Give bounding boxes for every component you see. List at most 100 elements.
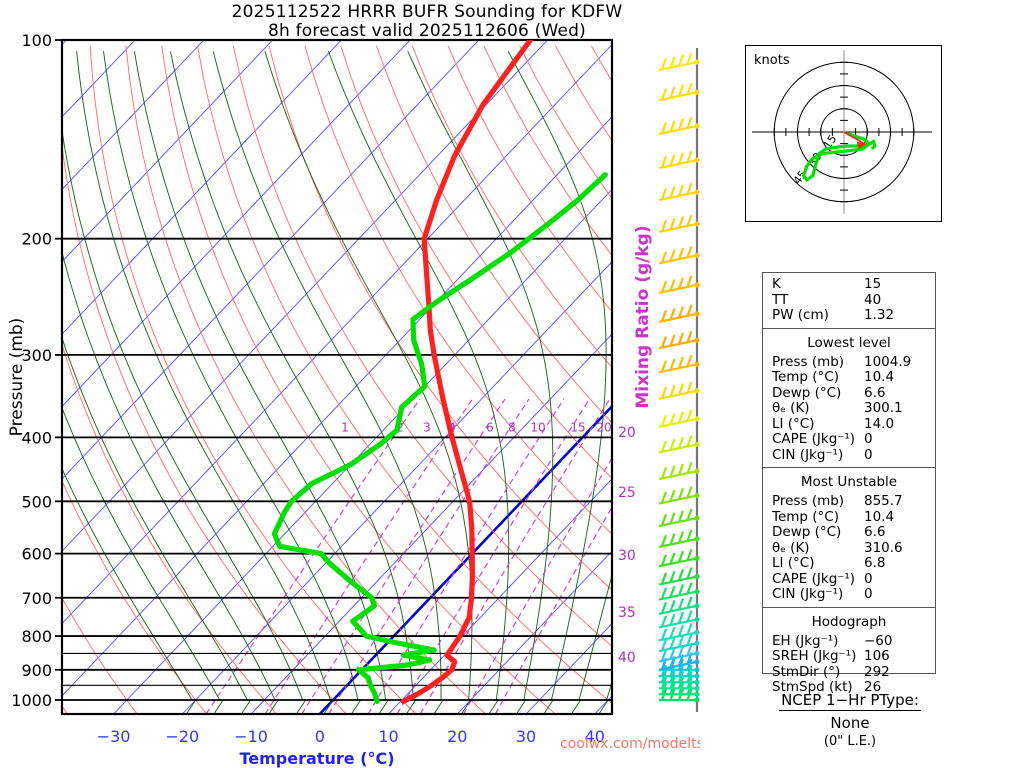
- wind-barb: [658, 548, 700, 568]
- pressure-tick-label: 800: [21, 627, 52, 646]
- temperature-tick-label: 40: [585, 727, 605, 746]
- wind-barb-column: [658, 52, 700, 703]
- stat-row: Press (mb) 855.7: [763, 493, 935, 510]
- pressure-axis-title: Pressure (mb): [7, 318, 27, 437]
- stat-row: Temp (°C) 10.4: [763, 508, 935, 526]
- stat-row: CIN (Jkg⁻¹) 0: [763, 446, 935, 464]
- stats-hodograph-section: Hodograph EH (Jkg⁻¹) −60 SREH (Jkg⁻¹) 106 Stm…: [763, 608, 935, 700]
- stat-label: Dewp (°C): [772, 384, 842, 401]
- stat-value: 1004.9: [864, 353, 912, 370]
- stat-value: 0: [864, 446, 873, 463]
- wind-barb: [658, 461, 700, 481]
- mixing-ratio-line-label: 6: [486, 420, 494, 434]
- wind-barb: [658, 381, 700, 400]
- skewt-background-lines: [62, 40, 612, 714]
- stat-value: 40: [864, 291, 882, 308]
- stats-most-unstable-section: Most Unstable Press (mb) 855.7 Temp (°C) 10.…: [763, 468, 935, 608]
- stat-label: StmDir (°): [772, 663, 841, 680]
- page-subtitle: 8h forecast valid 2025112606 (Wed): [268, 21, 586, 41]
- wind-barb: [658, 354, 700, 374]
- watermark: coolwx.com/modelts: [560, 736, 700, 752]
- pressure-tick-label: 900: [21, 661, 52, 680]
- pressure-tick-label: 200: [21, 230, 52, 249]
- wind-barb: [658, 596, 700, 615]
- wind-barb: [658, 150, 700, 170]
- stat-value: 6.8: [864, 555, 886, 571]
- stat-value: 10.4: [864, 369, 895, 385]
- stat-row: LI (°C) 14.0: [763, 415, 935, 433]
- mixing-ratio-right-tick: 30: [618, 548, 636, 564]
- dewpoint-trace: [271, 172, 608, 705]
- stat-label: Press (mb): [772, 353, 845, 370]
- stat-label: LI (°C): [772, 415, 815, 432]
- stats-indices-section: K 15 TT 40 PW (cm) 1.32: [763, 273, 935, 329]
- stat-row: Dewp (°C) 6.6: [763, 524, 935, 541]
- stat-label: Dewp (°C): [772, 524, 842, 540]
- mixing-ratio-line-label: 3: [423, 420, 431, 434]
- ptype-title: NCEP 1−Hr PType:: [779, 691, 921, 711]
- stat-value: −60: [864, 632, 893, 649]
- stat-label: Temp (°C): [772, 508, 839, 525]
- stat-row: CAPE (Jkg⁻¹) 0: [763, 570, 935, 588]
- stat-label: CIN (Jkg⁻¹): [772, 586, 844, 602]
- mixing-ratio-line-label: 20: [596, 420, 611, 434]
- stat-label: SREH (Jkg⁻¹): [772, 648, 857, 664]
- stat-value: 6.6: [864, 384, 886, 401]
- stat-value: 310.6: [864, 539, 903, 556]
- ptype-liquid-equivalent: (0" L.E.): [823, 734, 877, 749]
- wind-barb: [658, 409, 700, 428]
- wind-barb: [658, 610, 700, 629]
- stats-section-title: Lowest level: [807, 334, 891, 351]
- wind-barb: [658, 82, 700, 102]
- temperature-tick-label: −20: [165, 727, 199, 746]
- mixing-ratio-right-tick: 20: [618, 425, 636, 441]
- temperature-tick-label: 10: [378, 727, 398, 746]
- mixing-ratio-axis-title: Mixing Ratio (g/kg): [633, 225, 653, 408]
- stat-label: PW (cm): [772, 307, 829, 323]
- pressure-tick-label: 1000: [11, 691, 52, 710]
- stat-row: Dewp (°C) 6.6: [763, 384, 935, 402]
- stat-value: 1.32: [864, 307, 895, 323]
- temperature-axis-title: Temperature (°C): [239, 749, 394, 768]
- stat-value: 106: [864, 648, 890, 664]
- mixing-ratio-line-label: 8: [508, 420, 516, 434]
- stat-row: θₑ (K) 310.6: [763, 539, 935, 557]
- wind-barb: [658, 275, 700, 294]
- temperature-tick-label: 30: [516, 727, 536, 746]
- mixing-ratio-right-tick: 35: [618, 605, 636, 621]
- hodograph-trace: [802, 131, 877, 182]
- wind-barb: [658, 246, 700, 265]
- stat-label: Temp (°C): [772, 369, 839, 385]
- stat-label: StmSpd (kt): [772, 679, 853, 695]
- wind-barb: [658, 182, 700, 202]
- wind-barb: [658, 116, 700, 136]
- temperature-tick-label: 0: [315, 727, 325, 746]
- wind-barb: [658, 529, 700, 548]
- wind-barb: [658, 304, 700, 323]
- temperature-trace: [400, 40, 534, 705]
- stat-label: θₑ (K): [772, 400, 810, 416]
- wind-barb: [658, 330, 700, 350]
- wind-barb: [658, 508, 700, 528]
- wind-barb: [658, 644, 700, 663]
- temperature-tick-label: 20: [447, 727, 467, 746]
- stat-label: CAPE (Jkg⁻¹): [772, 570, 856, 587]
- stat-value: 0: [864, 431, 873, 447]
- pressure-tick-label: 300: [21, 346, 52, 365]
- stat-row: StmSpd (kt) 26: [763, 679, 935, 696]
- stat-value: 10.4: [864, 508, 895, 525]
- hodograph-panel: knots 15 30 45: [745, 45, 942, 222]
- stat-value: 855.7: [864, 493, 903, 509]
- stat-row: CAPE (Jkg⁻¹) 0: [763, 431, 935, 448]
- mixing-ratio-right-tick: 40: [618, 650, 636, 666]
- stat-row: CIN (Jkg⁻¹) 0: [763, 586, 935, 603]
- stat-label: TT: [772, 291, 789, 308]
- wind-barb: [658, 623, 700, 642]
- wind-barb: [658, 214, 700, 234]
- stat-label: EH (Jkg⁻¹): [772, 632, 839, 649]
- stat-row: PW (cm) 1.32: [763, 307, 935, 324]
- stats-lowest-level-section: Lowest level Press (mb) 1004.9 Temp (°C) 10.…: [763, 329, 935, 468]
- wind-barb: [658, 435, 700, 454]
